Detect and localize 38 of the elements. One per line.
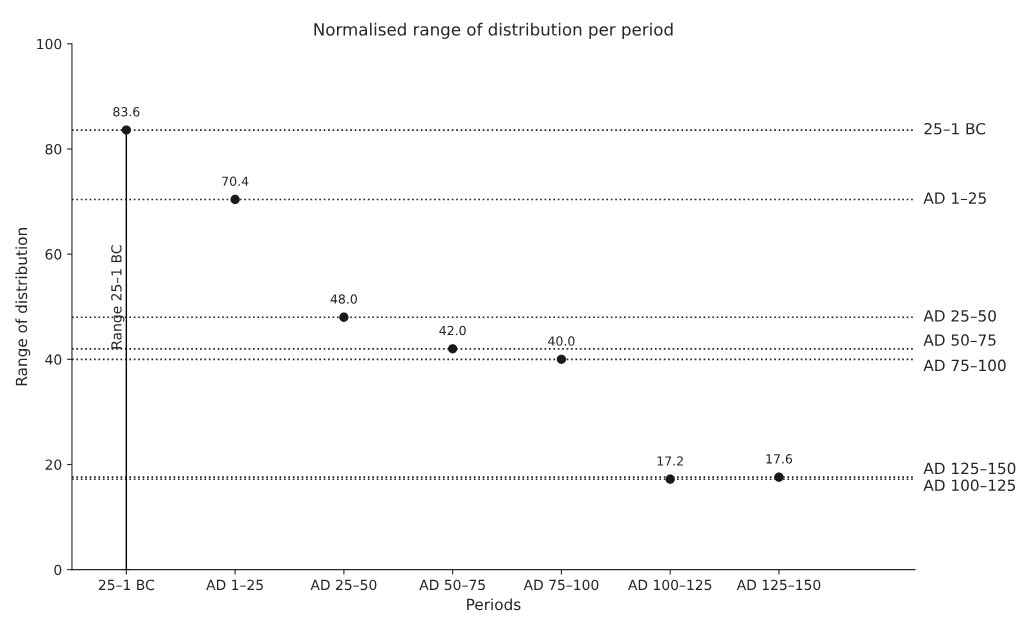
x-tick-label: AD 50–75	[419, 579, 485, 591]
x-axis-title: Periods	[467, 598, 521, 611]
point	[556, 354, 567, 364]
data-label: 17.2	[657, 456, 683, 466]
data-label: 70.4	[222, 176, 249, 186]
ref-line-label: AD 25–50	[923, 310, 996, 322]
x-tick-label: AD 1–25	[206, 579, 263, 591]
y-tick-label: 20	[45, 459, 62, 470]
data-label: 17.6	[766, 454, 793, 464]
point	[774, 472, 784, 482]
ref-line-label: AD 125–150	[923, 462, 1016, 475]
point	[665, 474, 675, 484]
y-axis-title: Range of distribution	[15, 228, 31, 386]
annotation: Range 25–1 BC	[111, 245, 125, 349]
y-tick-label: 0	[54, 564, 62, 576]
point	[339, 312, 349, 322]
point	[121, 125, 131, 135]
x-tick-label: AD 100–125	[628, 579, 712, 591]
ref-line-label: AD 100–125	[923, 479, 1016, 492]
data-label: 40.0	[548, 336, 575, 346]
ref-line-label: AD 50–75	[923, 334, 996, 346]
x-tick-label: AD 75–100	[523, 579, 599, 591]
ref-line-label: 25–1 BC	[924, 122, 986, 135]
ref-line-label: AD 1–25	[923, 192, 986, 204]
point	[447, 344, 458, 354]
x-tick-label: 25–1 BC	[98, 579, 155, 591]
y-tick-label: 80	[45, 143, 62, 155]
data-label: 83.6	[113, 107, 140, 117]
y-tick-label: 100	[37, 38, 62, 50]
chart-title: Normalised range of distribution per period	[314, 22, 673, 39]
y-tick-label: 40	[45, 354, 62, 365]
point	[230, 194, 240, 205]
x-tick-label: AD 125–150	[736, 579, 821, 591]
y-tick-label: 60	[45, 249, 62, 260]
ref-line-label: AD 75–100	[923, 359, 1006, 372]
x-tick-label: AD 25–50	[310, 579, 377, 591]
data-label: 48.0	[330, 294, 357, 304]
data-label: 42.0	[439, 325, 466, 336]
